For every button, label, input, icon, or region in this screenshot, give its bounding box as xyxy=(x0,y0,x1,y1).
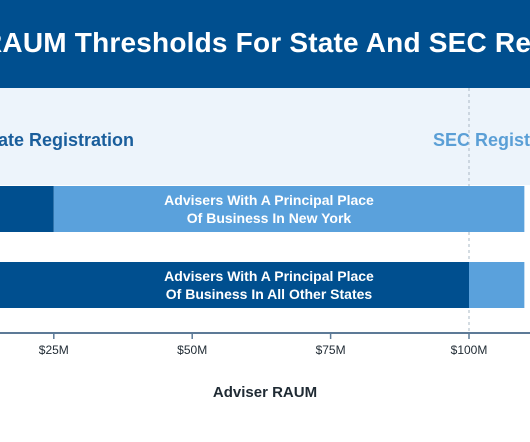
region-label-sec: SEC Registration xyxy=(433,130,530,150)
chart-title: RAUM Thresholds For State And SEC Regist… xyxy=(0,27,530,58)
bar-row-2-label: Advisers With A Principal Place Of Busine… xyxy=(164,268,374,302)
bar-row-1-segment-2 xyxy=(53,186,525,232)
bar-row-2-segment-1 xyxy=(0,262,469,308)
bar-row-1-label: Advisers With A Principal Place Of Busine… xyxy=(164,192,374,226)
x-tick-label-100: $100M xyxy=(451,343,488,357)
title-banner: RAUM Thresholds For State And SEC Regist… xyxy=(0,0,530,88)
region-label-band xyxy=(0,88,530,185)
x-tick-label-25: $25M xyxy=(39,343,69,357)
bar-row-2-segment-2 xyxy=(469,262,525,308)
bar-row-1-segment-1 xyxy=(0,186,54,232)
region-label-state: State Registration xyxy=(0,130,134,150)
x-tick-label-75: $75M xyxy=(316,343,346,357)
x-tick-label-50: $50M xyxy=(177,343,207,357)
x-axis-title: Adviser RAUM xyxy=(212,384,318,401)
